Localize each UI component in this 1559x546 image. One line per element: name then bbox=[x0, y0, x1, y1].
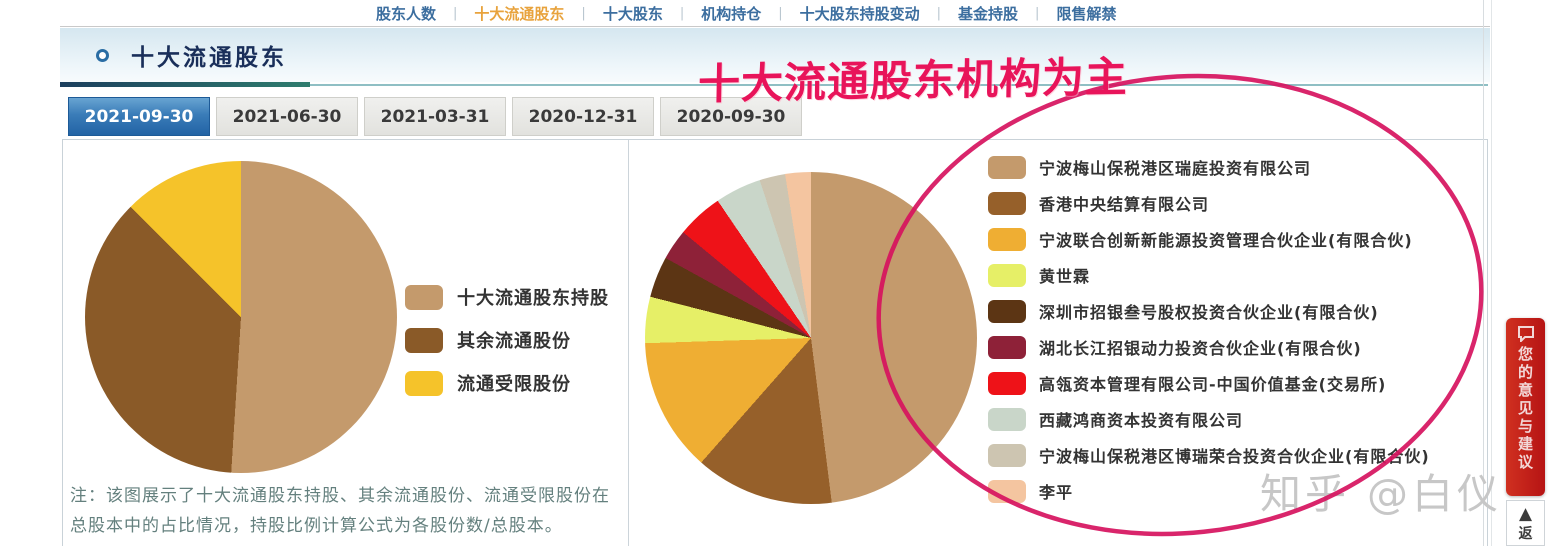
legend-swatch bbox=[988, 335, 1026, 359]
legend-item: 宁波梅山保税港区瑞庭投资有限公司 bbox=[988, 155, 1430, 179]
pie-chart-top10-holders bbox=[645, 172, 977, 504]
legend-swatch bbox=[405, 370, 443, 396]
circle-bullet-icon bbox=[96, 48, 109, 62]
date-tab[interactable]: 2021-06-30 bbox=[216, 97, 358, 136]
nav-item[interactable]: 十大流通股东 bbox=[474, 4, 565, 23]
legend-swatch bbox=[988, 407, 1026, 431]
nav-separator: | bbox=[1035, 5, 1040, 21]
legend-swatch bbox=[988, 443, 1026, 467]
nav-item[interactable]: 股东人数 bbox=[376, 4, 437, 23]
panel-divider bbox=[628, 140, 629, 546]
nav-separator: | bbox=[581, 5, 586, 21]
legend-item: 湖北长江招银动力投资合伙企业(有限合伙) bbox=[988, 335, 1430, 359]
legend-swatch bbox=[988, 299, 1026, 323]
up-arrow-icon: ▲ bbox=[1518, 504, 1533, 524]
legend-label: 黄世霖 bbox=[1039, 267, 1091, 286]
page-title: 十大流通股东 bbox=[131, 45, 287, 71]
legend-swatch bbox=[988, 227, 1026, 251]
legend-top10-holders: 宁波梅山保税港区瑞庭投资有限公司 香港中央结算有限公司宁波联合创新新能源投资管理合… bbox=[988, 155, 1430, 503]
legend-item: 香港中央结算有限公司 bbox=[988, 191, 1430, 215]
section-title-row: 十大流通股东 bbox=[60, 28, 1490, 82]
legend-item: 流通受限股份 bbox=[405, 370, 609, 396]
legend-label: 湖北长江招银动力投资合伙企业(有限合伙) bbox=[1039, 339, 1362, 358]
legend-label: 宁波联合创新新能源投资管理合伙企业(有限合伙) bbox=[1039, 231, 1413, 250]
feedback-tab[interactable]: 您的意见与建议 bbox=[1506, 318, 1545, 496]
legend-share-structure: 十大流通股东持股 其余流通股份 流通受限股份 bbox=[405, 284, 609, 396]
legend-item: 其余流通股份 bbox=[405, 327, 609, 353]
nav-item[interactable]: 十大股东 bbox=[602, 4, 663, 23]
legend-label: 香港中央结算有限公司 bbox=[1039, 195, 1210, 214]
speech-bubble-icon bbox=[1517, 326, 1534, 342]
handwritten-annotation: 十大流通股东机构为主 bbox=[697, 52, 1129, 109]
legend-item: 高瓴资本管理有限公司-中国价值基金(交易所) bbox=[988, 371, 1430, 395]
legend-label: 深圳市招银叁号股权投资合伙企业(有限合伙) bbox=[1039, 303, 1379, 322]
section-header: 十大流通股东 bbox=[60, 28, 1490, 82]
legend-label: 流通受限股份 bbox=[457, 374, 571, 395]
legend-label: 十大流通股东持股 bbox=[457, 288, 609, 309]
legend-label: 高瓴资本管理有限公司-中国价值基金(交易所) bbox=[1039, 375, 1387, 394]
nav-separator: | bbox=[453, 5, 458, 21]
legend-item: 深圳市招银叁号股权投资合伙企业(有限合伙) bbox=[988, 299, 1430, 323]
legend-swatch bbox=[988, 155, 1026, 179]
feedback-tab-label: 您的意见与建议 bbox=[1516, 346, 1534, 472]
nav-separator: | bbox=[778, 5, 783, 21]
top-nav: 股东人数 | 十大流通股东 | 十大股东 | 机构持仓 | 十大股东持股变动 | 基金持股 | 限售解禁 bbox=[60, 0, 1490, 27]
legend-label: 其余流通股份 bbox=[457, 331, 571, 352]
legend-item: 西藏鸿商资本投资有限公司 bbox=[988, 407, 1430, 431]
title-underline-dark bbox=[60, 82, 310, 87]
nav-item[interactable]: 十大股东持股变动 bbox=[799, 4, 920, 23]
pie-chart-share-structure bbox=[85, 161, 397, 473]
date-tabs: 2021-09-30 2021-06-30 2021-03-31 2020-12-31… bbox=[68, 97, 802, 136]
chart-footnote: 注：该图展示了十大流通股东持股、其余流通股份、流通受限股份在总股本中的占比情况，… bbox=[70, 486, 610, 536]
legend-swatch bbox=[405, 284, 443, 310]
nav-separator: | bbox=[936, 5, 942, 21]
legend-swatch bbox=[405, 327, 443, 353]
legend-item: 十大流通股东持股 bbox=[405, 284, 609, 310]
legend-label: 李平 bbox=[1039, 483, 1074, 502]
nav-separator: | bbox=[679, 5, 685, 21]
legend-label: 宁波梅山保税港区瑞庭投资有限公司 bbox=[1039, 159, 1312, 178]
legend-swatch bbox=[988, 371, 1026, 395]
nav-item[interactable]: 限售解禁 bbox=[1056, 4, 1117, 23]
scrollbar-track[interactable] bbox=[1491, 0, 1492, 546]
legend-item: 宁波联合创新新能源投资管理合伙企业(有限合伙) bbox=[988, 227, 1430, 251]
top-nav-items: 股东人数 | 十大流通股东 | 十大股东 | 机构持仓 | 十大股东持股变动 | 基金持股 | 限售解禁 bbox=[372, 3, 1120, 24]
back-to-top-label: 返 bbox=[1518, 526, 1533, 542]
date-tab[interactable]: 2021-03-31 bbox=[364, 97, 506, 136]
nav-item[interactable]: 基金持股 bbox=[958, 4, 1019, 23]
watermark: 知乎 @白仪 bbox=[1260, 470, 1503, 518]
legend-swatch bbox=[988, 191, 1026, 215]
legend-swatch bbox=[988, 263, 1026, 287]
date-tab[interactable]: 2020-12-31 bbox=[512, 97, 654, 136]
back-to-top-button[interactable]: ▲ 返 bbox=[1506, 500, 1545, 546]
date-tab[interactable]: 2021-09-30 bbox=[68, 97, 210, 136]
legend-swatch bbox=[988, 479, 1026, 503]
legend-label: 西藏鸿商资本投资有限公司 bbox=[1039, 411, 1244, 430]
date-tab[interactable]: 2020-09-30 bbox=[660, 97, 802, 136]
nav-item[interactable]: 机构持仓 bbox=[701, 4, 762, 23]
legend-item: 黄世霖 bbox=[988, 263, 1430, 287]
